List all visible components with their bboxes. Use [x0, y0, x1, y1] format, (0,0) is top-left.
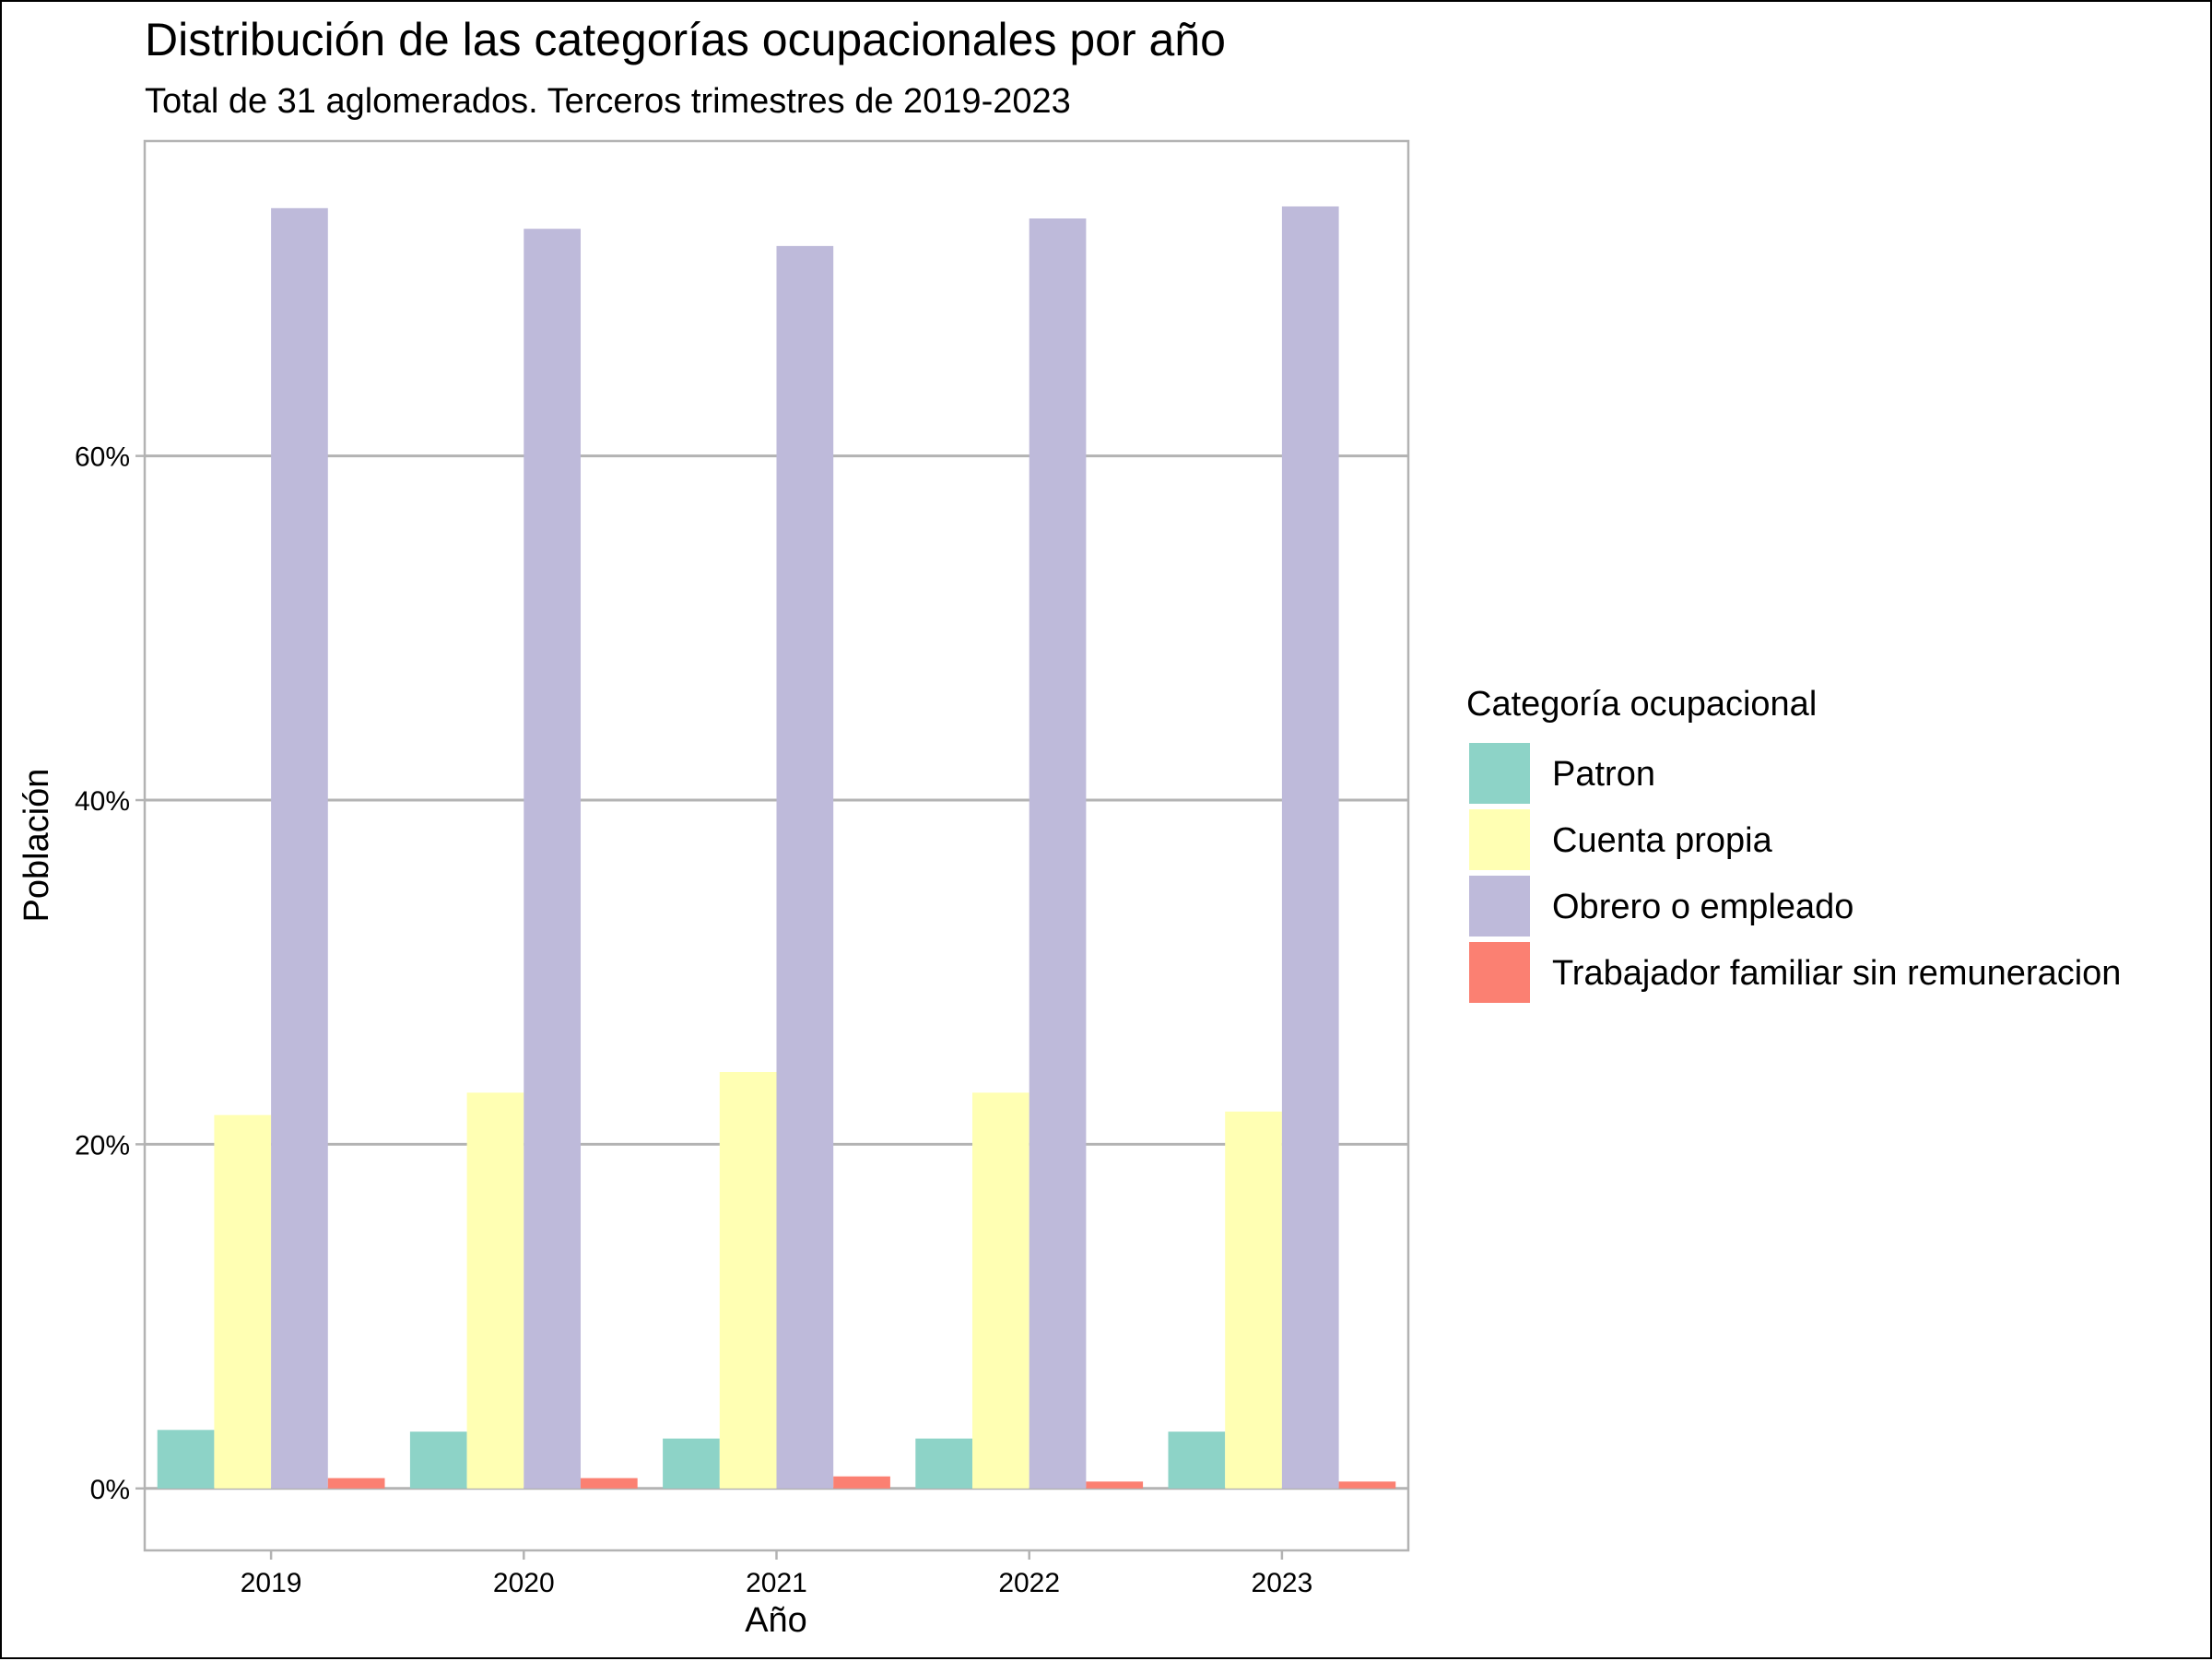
y-axis-ticks: 0% 20% 40% 60%	[75, 442, 145, 1505]
legend-key	[1469, 876, 1530, 937]
bar-obrero-o-empleado-2023	[1281, 206, 1339, 1489]
bar-patron-2020	[409, 1431, 467, 1489]
chart-title: Distribución de las categorías ocupacion…	[145, 14, 1226, 65]
y-tick-label: 20%	[75, 1130, 130, 1160]
x-tick-label: 2021	[746, 1568, 807, 1598]
bar-trabajador-familiar-sin-remuneracion-2021	[833, 1476, 890, 1489]
y-tick-label: 60%	[75, 442, 130, 473]
bar-obrero-o-empleado-2022	[1029, 218, 1087, 1489]
bar-cuenta-propia-2022	[972, 1092, 1030, 1489]
legend-items: Patron Cuenta propia Obrero o empleado Trab…	[1469, 743, 2121, 1003]
bar-trabajador-familiar-sin-remuneracion-2020	[580, 1478, 638, 1489]
legend-key	[1469, 743, 1530, 804]
legend-key	[1469, 809, 1530, 870]
legend: Categoría ocupacional Patron Cuenta propi…	[1466, 685, 2121, 1003]
bar-trabajador-familiar-sin-remuneracion-2023	[1338, 1481, 1396, 1489]
bars	[157, 206, 1396, 1489]
legend-label: Patron	[1552, 755, 1655, 794]
x-axis-ticks: 2019 2020 2021 2022 2023	[241, 1550, 1313, 1598]
bar-trabajador-familiar-sin-remuneracion-2019	[327, 1478, 385, 1489]
bar-obrero-o-empleado-2021	[776, 245, 834, 1489]
bar-cuenta-propia-2023	[1225, 1111, 1282, 1489]
y-axis-title: Población	[18, 769, 56, 923]
legend-title: Categoría ocupacional	[1466, 685, 1817, 724]
bar-patron-2021	[663, 1438, 720, 1489]
x-tick-label: 2023	[1252, 1568, 1313, 1598]
legend-key	[1469, 942, 1530, 1003]
legend-label: Cuenta propia	[1552, 821, 1773, 860]
bar-patron-2022	[915, 1438, 973, 1489]
bar-patron-2019	[157, 1430, 215, 1489]
bar-cuenta-propia-2021	[719, 1071, 777, 1489]
bar-trabajador-familiar-sin-remuneracion-2022	[1086, 1481, 1144, 1489]
x-tick-label: 2020	[493, 1568, 555, 1598]
bar-cuenta-propia-2019	[214, 1114, 272, 1489]
x-axis-title: Año	[745, 1601, 807, 1640]
y-tick-label: 40%	[75, 786, 130, 817]
x-tick-label: 2019	[241, 1568, 302, 1598]
bar-obrero-o-empleado-2020	[524, 229, 581, 1489]
bar-cuenta-propia-2020	[466, 1092, 524, 1489]
legend-label: Trabajador familiar sin remuneracion	[1552, 954, 2121, 993]
chart-subtitle: Total de 31 aglomerados. Terceros trimes…	[145, 82, 1071, 121]
bar-patron-2023	[1168, 1431, 1226, 1489]
bar-obrero-o-empleado-2019	[271, 207, 328, 1489]
x-tick-label: 2022	[998, 1568, 1060, 1598]
legend-label: Obrero o empleado	[1552, 888, 1853, 926]
y-tick-label: 0%	[90, 1475, 130, 1505]
